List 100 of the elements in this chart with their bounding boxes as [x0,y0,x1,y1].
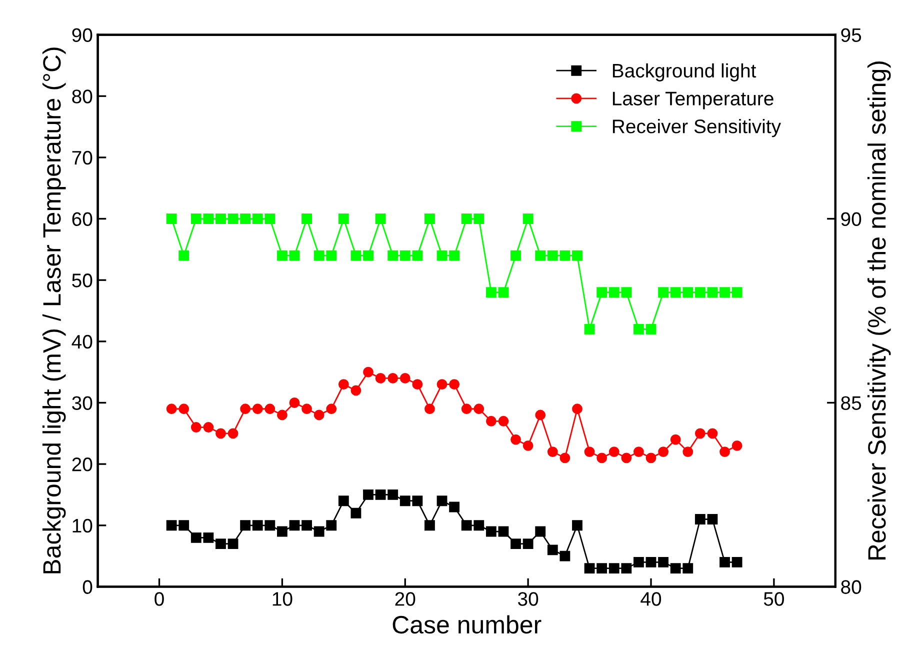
point [547,250,558,261]
point [302,214,312,224]
point [646,556,656,568]
point [289,520,300,531]
y-tick-label: 50 [72,274,92,288]
point [350,508,362,518]
point [314,250,324,261]
point [535,250,546,261]
point [510,434,521,445]
point [412,496,423,506]
point [720,556,730,568]
point [646,452,656,464]
point [474,404,484,414]
point [388,490,398,500]
point [289,398,300,408]
legend-label: Laser Temperature [612,92,774,110]
point [436,496,448,506]
point [449,250,460,261]
point [424,214,435,224]
point [216,214,226,224]
point [621,563,632,574]
point [178,520,190,531]
point [240,404,251,414]
point [694,428,706,439]
y-tick-label: 60 [72,212,92,226]
point [560,452,570,464]
point [498,526,509,537]
y-tick-label: 10 [72,518,92,533]
point [449,502,460,512]
point [670,563,681,574]
point [203,214,214,224]
point [166,520,177,531]
point [658,446,668,458]
point [436,250,448,261]
point [474,214,484,224]
point [510,250,521,261]
point [584,446,595,458]
y-tick-label: 20 [72,458,92,472]
point [572,404,582,414]
point [190,532,202,543]
point [400,250,410,261]
point [633,446,644,458]
point [608,563,620,574]
point [338,379,349,390]
point [707,514,718,524]
point [314,410,324,420]
point [424,404,435,414]
x-tick-label: 50 [764,592,784,606]
point [732,440,742,451]
point [203,532,214,543]
point [449,379,460,390]
point [314,526,324,537]
point [670,434,681,445]
x-axis-title: Case number [392,615,542,634]
point [228,538,238,549]
point [252,404,263,414]
point [264,520,276,531]
point [252,520,263,531]
point [596,452,608,464]
y-tick-label: 0 [82,580,92,594]
point [388,373,398,384]
point [363,366,374,378]
legend-label: Background light [612,63,756,82]
point [240,214,251,224]
point [486,287,496,298]
point [707,287,718,298]
point [522,214,534,224]
point [276,526,288,537]
point [694,514,706,524]
point [522,538,534,549]
point [474,520,484,531]
point [326,520,337,531]
x-tick-label: 30 [518,592,538,606]
point [707,428,718,439]
point [560,550,570,562]
point [276,410,288,420]
point [302,404,312,414]
x-tick-label: 40 [640,592,662,606]
point [363,490,374,500]
point [436,379,448,390]
x-tick-label: 10 [272,592,292,606]
point [694,287,706,298]
legend-label: Receiver Sensitivity [612,119,781,138]
point [732,556,742,568]
point [412,379,423,390]
y2-tick-label: 95 [841,28,862,42]
point [498,416,509,426]
point [461,214,472,224]
point [350,385,362,396]
point [682,446,694,458]
point [646,324,656,334]
point [240,520,251,531]
point [289,250,300,261]
point [302,520,312,531]
point [375,214,386,224]
point [228,428,238,439]
point [510,538,521,549]
point [375,490,386,500]
point [682,287,694,298]
point [621,287,632,298]
